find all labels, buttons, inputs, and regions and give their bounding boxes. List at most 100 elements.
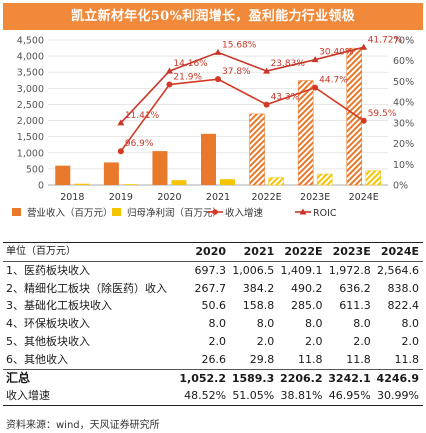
- y-left-tick: 2,500: [17, 100, 44, 111]
- cell: 1,409.1: [280, 263, 323, 277]
- cell: 2.0: [256, 334, 275, 348]
- year-header: 2024E: [380, 245, 419, 258]
- cell: 4246.9: [374, 368, 423, 388]
- cell: 2.0: [401, 334, 420, 348]
- legend-label: 归母净利润（百万元）: [127, 207, 222, 219]
- table-row: 1、医药板块收入 697.3 1,006.5 1,409.1 1,972.8 2…: [3, 261, 423, 279]
- bar-0: [201, 133, 216, 185]
- cell: 11.8: [298, 352, 323, 366]
- marker-triangle: [165, 67, 173, 74]
- legend-swatch: [12, 208, 21, 216]
- marker-triangle: [360, 43, 368, 50]
- cell: 1,006.5: [232, 263, 275, 277]
- x-tick: 2018: [60, 192, 84, 203]
- y-right-tick: 60%: [393, 56, 414, 67]
- data-label: 30.40%: [319, 48, 354, 58]
- year-header: 2023E: [332, 245, 371, 258]
- data-label: 37.8%: [222, 67, 251, 77]
- cell: 611.3: [339, 299, 371, 313]
- legend-marker: [212, 209, 218, 215]
- bar-0: [297, 80, 314, 186]
- marker-triangle: [214, 48, 222, 55]
- bar-1: [220, 179, 235, 185]
- bar-0: [346, 47, 362, 186]
- revenue-table: 单位（百万元） 2020 2021 2022E 2023E 2024E 1、医药…: [3, 242, 423, 406]
- bar-1: [122, 184, 138, 185]
- legend-label: ROIC: [313, 208, 337, 219]
- cell: 636.2: [339, 281, 371, 295]
- table-row: 5、其他板块收入 2.0 2.0 2.0 2.0 2.0: [3, 333, 423, 351]
- x-tick: 2020: [157, 192, 181, 203]
- cell: 1,972.8: [328, 263, 371, 277]
- table-row: 2、精细化工板块（除医药）收入 267.7 384.2 490.2 636.2 …: [3, 280, 423, 298]
- marker-dot: [312, 84, 319, 91]
- legend-swatch: [112, 208, 121, 216]
- table-row: 3、基础化工板块收入 50.6 158.8 285.0 611.3 822.4: [3, 297, 423, 315]
- line-0: [120, 78, 365, 152]
- row-label: 4、环保板块收入: [6, 317, 90, 331]
- data-label: 44.7%: [319, 76, 348, 86]
- marker-dot: [360, 117, 367, 124]
- bar-1: [365, 170, 381, 186]
- y-right-tick: 10%: [393, 160, 414, 171]
- legend-label: 收入增速: [225, 207, 264, 219]
- legend-marker: [299, 208, 307, 215]
- x-tick: 2021: [206, 192, 230, 203]
- cell: 822.4: [387, 299, 420, 313]
- y-left-tick: 4,000: [17, 52, 44, 63]
- y-left-tick: 500: [26, 164, 44, 175]
- marker-triangle: [117, 119, 125, 126]
- marker-dot: [117, 148, 124, 155]
- cell: 26.6: [201, 352, 227, 366]
- y-right-tick: 30%: [393, 118, 414, 129]
- cell: 838.0: [387, 281, 420, 295]
- cell: 8.0: [208, 317, 227, 331]
- y-left-tick: 2,000: [17, 116, 44, 127]
- legend-label: 营业收入（百万元）: [27, 207, 113, 219]
- cell: 285.0: [291, 299, 323, 313]
- cell: 384.2: [242, 281, 275, 295]
- data-label: 21.9%: [173, 73, 202, 83]
- row-label: 1、医药板块收入: [6, 263, 90, 277]
- combo-chart: 0 500 1,000 1,500 2,000 2,500 3,000 3,500 4,000 4…: [12, 35, 414, 219]
- table-row: 4、环保板块收入 8.0 8.0 8.0 8.0 8.0: [3, 315, 423, 333]
- data-label: 41.72%: [368, 35, 403, 45]
- year-header: 2021: [243, 245, 275, 258]
- marker-dot: [215, 76, 221, 83]
- data-label: 59.5%: [368, 109, 397, 119]
- cell: 158.8: [242, 299, 275, 313]
- y-left-tick: 0: [38, 181, 44, 192]
- x-tick: 2019: [109, 192, 133, 203]
- row-label: 3、基础化工板块收入: [6, 299, 112, 313]
- cell: 8.0: [401, 317, 420, 331]
- x-tick: 2023E: [300, 192, 330, 203]
- bar-0: [103, 162, 119, 185]
- cell: 2.0: [353, 334, 371, 348]
- row-label: 2、精细化工板块（除医药）收入: [6, 281, 167, 295]
- table-header-row: 单位（百万元） 2020 2021 2022E 2023E 2024E: [3, 242, 423, 262]
- y-left-tick: 3,500: [17, 68, 44, 79]
- cell: 30.99%: [377, 389, 419, 403]
- cell: 48.52%: [184, 389, 227, 403]
- cell: 8.0: [256, 317, 275, 331]
- line-1: [120, 46, 364, 124]
- source-note: 资料来源：wind，天风证券研究所: [6, 420, 160, 431]
- x-tick: 2024E: [349, 192, 379, 203]
- cell: 51.05%: [232, 389, 275, 403]
- cell: 1589.3: [230, 368, 279, 388]
- cell: 11.8: [394, 352, 420, 366]
- row-label: 5、其他板块收入: [6, 334, 90, 348]
- data-label: 11.41%: [125, 111, 160, 121]
- bar-0: [152, 151, 168, 185]
- marker-triangle: [263, 67, 271, 74]
- chart-title: 凯立新材年化50%利润增长，盈利能力行业领极: [3, 3, 423, 30]
- cell: 697.3: [194, 263, 227, 277]
- cell: 490.2: [291, 281, 323, 295]
- row-label: 6、其他收入: [6, 352, 68, 366]
- data-label: 43.3%: [271, 93, 300, 103]
- y-left-tick: 4,500: [17, 36, 44, 47]
- cell: 11.8: [346, 352, 371, 366]
- marker-dot: [263, 101, 270, 108]
- total-label: 汇总: [3, 368, 178, 388]
- y-left-tick: 1,500: [17, 132, 44, 143]
